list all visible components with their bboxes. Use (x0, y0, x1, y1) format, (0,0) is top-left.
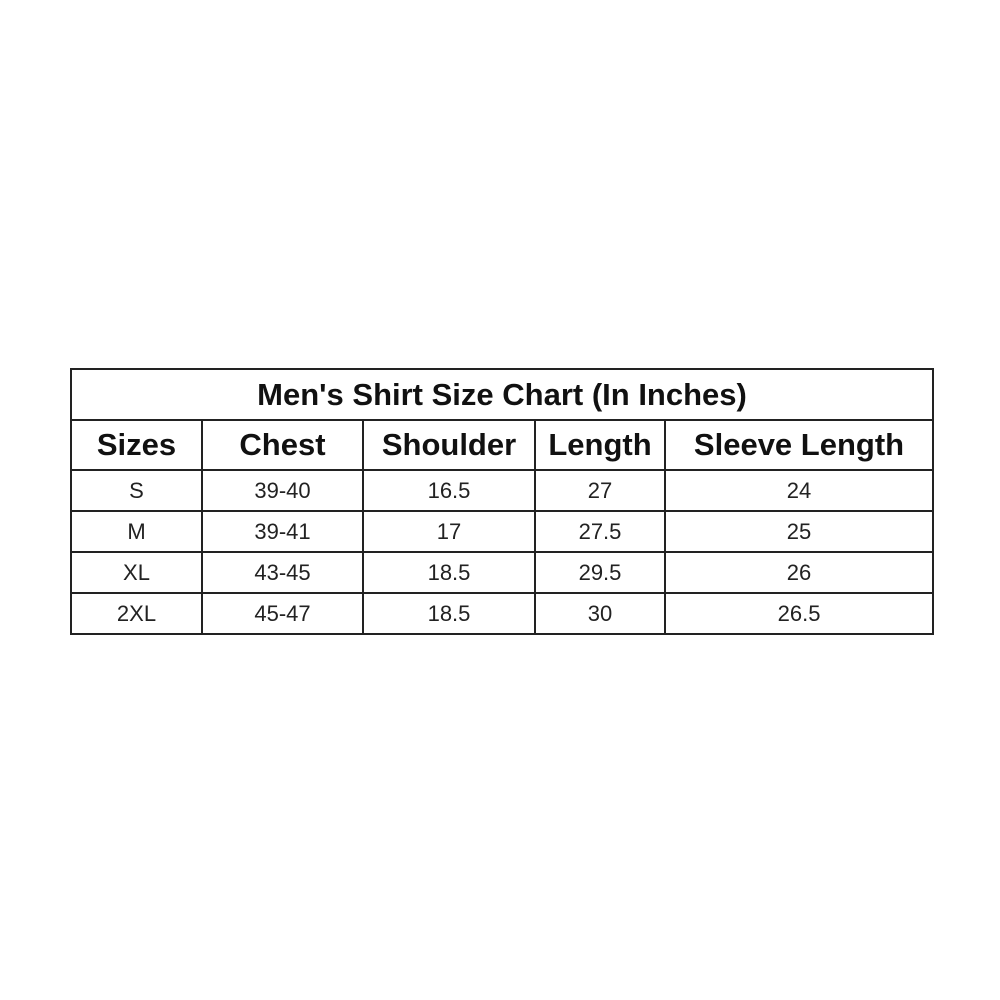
cell-sleeve-length: 26 (663, 551, 935, 594)
table-row: M 39-41 17 27.5 25 (70, 510, 935, 553)
cell-shoulder: 17 (362, 510, 536, 553)
size-chart-table: Men's Shirt Size Chart (In Inches) Sizes… (69, 368, 935, 635)
header-sleeve-length: Sleeve Length (663, 419, 935, 471)
cell-sleeve-length: 25 (663, 510, 935, 553)
cell-chest: 39-41 (201, 510, 364, 553)
table-row: 2XL 45-47 18.5 30 26.5 (70, 592, 935, 635)
cell-size: 2XL (70, 592, 203, 635)
cell-shoulder: 18.5 (362, 551, 536, 594)
table-row: S 39-40 16.5 27 24 (70, 469, 935, 512)
cell-length: 27 (534, 469, 666, 512)
cell-size: M (70, 510, 203, 553)
title-row: Men's Shirt Size Chart (In Inches) (69, 368, 935, 421)
header-sizes: Sizes (70, 419, 203, 471)
cell-length: 29.5 (534, 551, 666, 594)
cell-sleeve-length: 24 (663, 469, 935, 512)
cell-chest: 45-47 (201, 592, 364, 635)
cell-length: 27.5 (534, 510, 666, 553)
cell-shoulder: 18.5 (362, 592, 536, 635)
table-title: Men's Shirt Size Chart (In Inches) (69, 368, 935, 421)
header-row: Sizes Chest Shoulder Length Sleeve Lengt… (70, 419, 935, 471)
header-length: Length (534, 419, 666, 471)
cell-chest: 43-45 (201, 551, 364, 594)
header-shoulder: Shoulder (362, 419, 536, 471)
cell-shoulder: 16.5 (362, 469, 536, 512)
cell-sleeve-length: 26.5 (663, 592, 935, 635)
cell-size: S (70, 469, 203, 512)
cell-chest: 39-40 (201, 469, 364, 512)
cell-length: 30 (534, 592, 666, 635)
header-chest: Chest (201, 419, 364, 471)
cell-size: XL (70, 551, 203, 594)
table-row: XL 43-45 18.5 29.5 26 (70, 551, 935, 594)
